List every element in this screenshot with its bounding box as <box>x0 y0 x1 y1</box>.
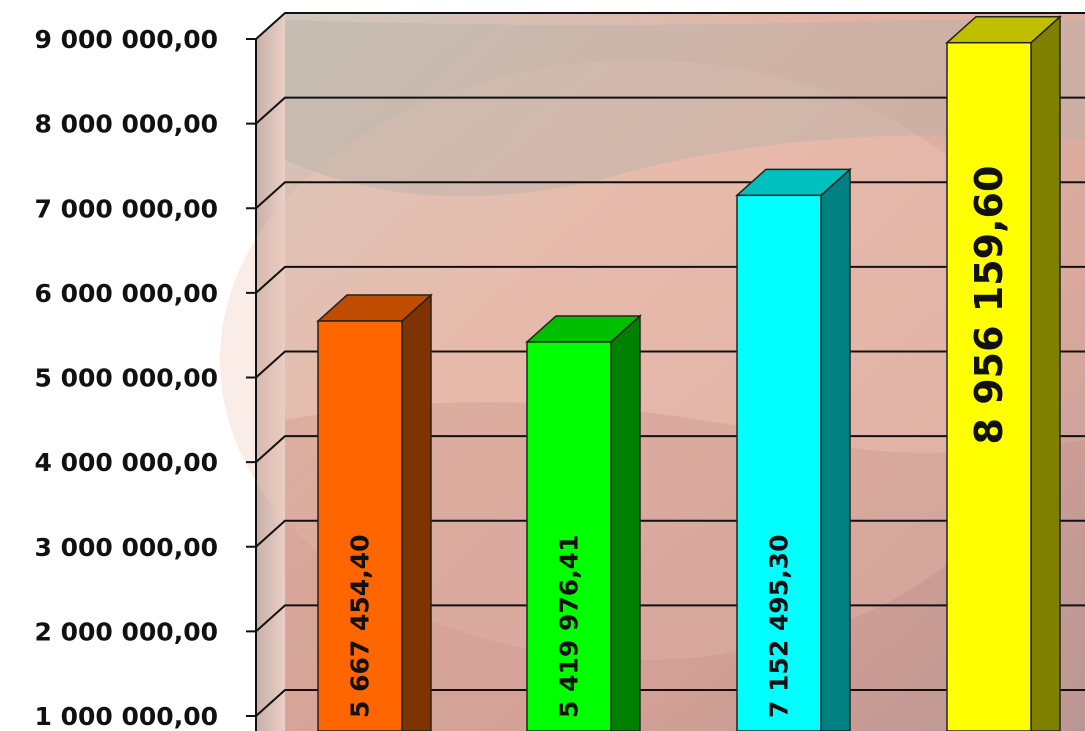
y-tick-label: 5 000 000,00 <box>35 364 218 393</box>
y-tick-label: 7 000 000,00 <box>35 194 218 223</box>
bar <box>945 15 1062 731</box>
bar-side-face <box>820 167 851 731</box>
bar-front-face <box>946 41 1032 731</box>
bar-front-face <box>317 320 403 731</box>
gridline <box>255 12 1085 40</box>
gridline <box>255 96 1085 125</box>
background-shape-2 <box>285 402 1085 731</box>
y-tick-label: 8 000 000,00 <box>35 110 218 139</box>
data-label: 5 419 976,41 <box>555 535 584 718</box>
background-shape-1 <box>285 20 1085 196</box>
bar-side-face <box>401 293 432 731</box>
y-tick-label: 6 000 000,00 <box>35 279 218 308</box>
bar-side-face <box>610 314 641 731</box>
data-label: 5 667 454,40 <box>346 535 375 718</box>
data-label: 8 956 159,60 <box>967 166 1011 445</box>
data-label: 7 152 495,30 <box>765 535 794 718</box>
bar-front-face <box>736 194 822 731</box>
bar <box>316 293 433 731</box>
side-wall <box>256 14 285 731</box>
bar-front-face <box>526 341 612 731</box>
bar-side-face <box>1030 15 1061 731</box>
y-tick-label: 4 000 000,00 <box>35 448 218 477</box>
y-tick-label: 9 000 000,00 <box>35 25 218 54</box>
y-tick-label: 1 000 000,00 <box>35 702 218 731</box>
bar <box>735 167 852 731</box>
y-tick-label: 3 000 000,00 <box>35 533 218 562</box>
bar <box>525 314 642 731</box>
y-axis: 9 000 000,00 8 000 000,00 7 000 000,00 6 00… <box>35 25 257 731</box>
y-tick-label: 2 000 000,00 <box>35 617 218 646</box>
bars: 5 667 454,40 5 419 976,41 7 152 495,30 8 95… <box>316 15 1062 731</box>
